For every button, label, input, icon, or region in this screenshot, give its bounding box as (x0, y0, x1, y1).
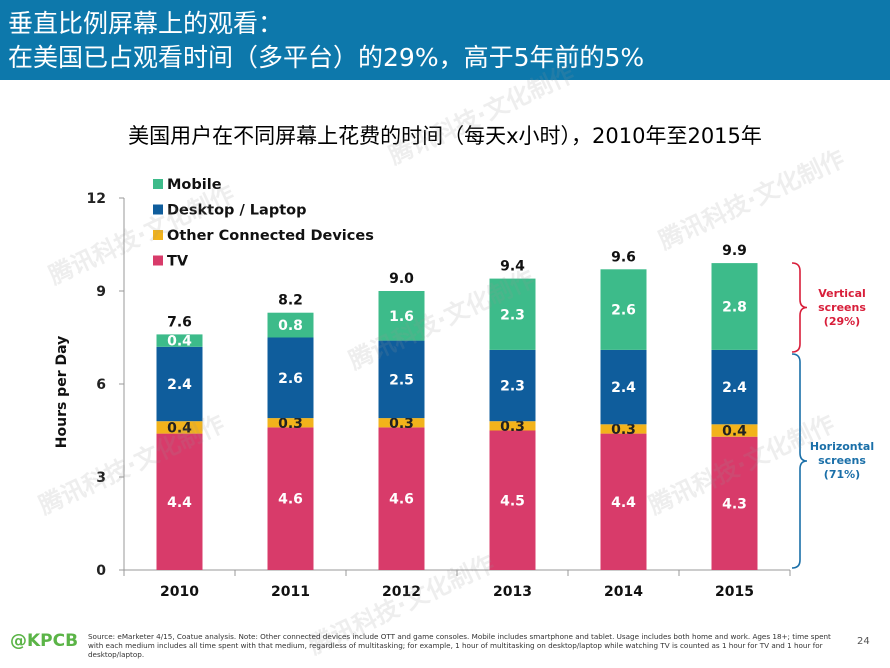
vertical-screens-annotation: (29%) (824, 315, 860, 328)
data-label: 4.4 (611, 495, 636, 511)
data-label: 0.4 (167, 420, 192, 436)
data-label: 2.4 (611, 380, 636, 396)
bar-segment (267, 312, 314, 338)
bar-segment (600, 269, 647, 350)
data-label: 2.4 (722, 380, 747, 396)
data-label: 0.3 (500, 419, 525, 435)
data-label: 2.4 (167, 377, 192, 393)
x-tick-label: 2015 (715, 584, 754, 600)
y-tick-label: 12 (87, 191, 106, 207)
horizontal-screens-annotation: Horizontal (810, 440, 874, 453)
total-label: 8.2 (278, 293, 303, 309)
bar-segment (156, 433, 203, 570)
total-label: 9.0 (389, 271, 414, 287)
horizontal-screens-annotation: screens (818, 454, 866, 467)
data-label: 4.4 (167, 495, 192, 511)
y-tick-label: 9 (96, 284, 106, 300)
bar-segment (600, 424, 647, 434)
bar-segment (267, 418, 314, 428)
vertical-screens-annotation: screens (818, 301, 866, 314)
legend-label: TV (167, 254, 189, 270)
bar-segment (156, 334, 203, 347)
y-axis-title: Hours per Day (54, 336, 70, 448)
bar-segment (267, 337, 314, 419)
kpcb-logo: @KPCB (10, 631, 78, 651)
bar-segment (711, 349, 758, 425)
vertical-screens-annotation: Vertical (818, 287, 866, 300)
bar-segment (378, 427, 425, 570)
data-label: 2.6 (278, 371, 303, 387)
bar-segment (378, 418, 425, 428)
bar-segment (489, 278, 536, 350)
bar-segment (378, 291, 425, 341)
data-label: 0.3 (611, 422, 636, 438)
bar-segment (711, 424, 758, 437)
total-label: 9.6 (611, 249, 636, 265)
data-label: 2.8 (722, 300, 747, 316)
bar-segment (378, 340, 425, 419)
data-label: 1.6 (389, 309, 414, 325)
total-label: 9.4 (500, 259, 525, 275)
logo-text: KPCB (27, 631, 79, 651)
data-label: 4.5 (500, 493, 525, 509)
y-tick-label: 3 (96, 470, 106, 486)
x-tick-label: 2014 (604, 584, 643, 600)
legend-swatch (153, 230, 163, 240)
horizontal-screens-annotation: (71%) (824, 468, 860, 481)
bar-segment (156, 421, 203, 434)
data-label: 2.3 (500, 307, 525, 323)
bar-segment (711, 436, 758, 570)
data-label: 2.3 (500, 379, 525, 395)
headline-line-2: 在美国已占观看时间（多平台）的29%，高于5年前的5% (8, 43, 645, 72)
data-label: 0.4 (167, 334, 192, 350)
bar-segment (711, 263, 758, 350)
total-label: 7.6 (167, 314, 192, 330)
data-label: 2.5 (389, 372, 414, 388)
bar-segment (489, 430, 536, 570)
title-banner: 垂直比例屏幕上的观看： 在美国已占观看时间（多平台）的29%，高于5年前的5% (0, 0, 890, 80)
chart-title: 美国用户在不同屏幕上花费的时间（每天x小时），2010年至2015年 (128, 124, 762, 148)
data-label: 4.6 (389, 492, 414, 508)
bar-segment (600, 349, 647, 425)
x-tick-label: 2010 (160, 584, 199, 600)
bar-segment (600, 433, 647, 570)
legend-label: Mobile (167, 177, 222, 193)
legend-label: Desktop / Laptop (167, 203, 307, 219)
data-label: 0.8 (278, 318, 303, 334)
data-label: 0.4 (722, 424, 747, 440)
logo-at-sign: @ (10, 631, 27, 651)
total-label: 9.9 (722, 243, 747, 259)
vertical-screens-bracket (791, 262, 808, 353)
data-label: 2.6 (611, 303, 636, 319)
horizontal-screens-bracket (791, 353, 808, 569)
bar-segment (156, 346, 203, 422)
data-label: 4.6 (278, 492, 303, 508)
bar-segment (267, 427, 314, 570)
data-label: 4.3 (722, 496, 747, 512)
bar-segment (489, 349, 536, 422)
x-tick-label: 2013 (493, 584, 532, 600)
legend-swatch (153, 179, 163, 189)
legend-swatch (153, 204, 163, 215)
y-tick-label: 0 (96, 563, 106, 579)
y-tick-label: 6 (96, 377, 106, 393)
data-label: 0.3 (389, 416, 414, 432)
legend-swatch (153, 255, 163, 266)
x-tick-label: 2012 (382, 584, 421, 600)
page-number: 24 (857, 636, 870, 647)
source-footnote: Source: eMarketer 4/15, Coatue analysis.… (88, 632, 831, 659)
x-tick-label: 2011 (271, 584, 310, 600)
headline-line-1: 垂直比例屏幕上的观看： (8, 9, 284, 38)
data-label: 0.3 (278, 416, 303, 432)
bar-segment (489, 421, 536, 431)
legend-label: Other Connected Devices (167, 228, 374, 244)
